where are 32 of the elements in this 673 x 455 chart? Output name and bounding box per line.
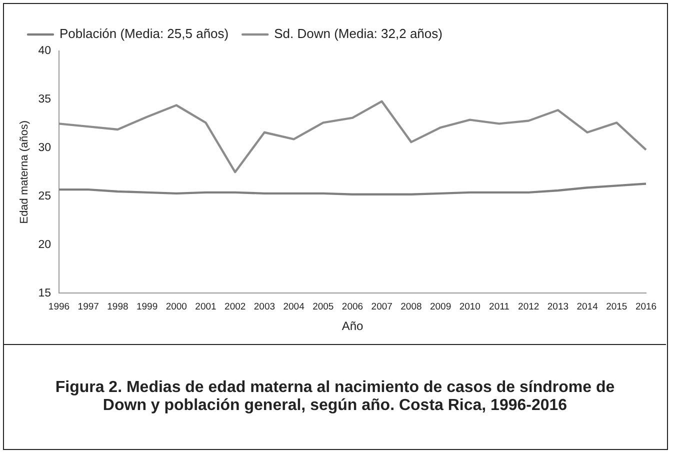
x-axis-title: Año	[342, 319, 364, 334]
x-tick-label: 2005	[312, 302, 334, 313]
x-tick-label: 2015	[606, 302, 628, 313]
x-tick-label: 1998	[107, 302, 128, 313]
x-tick-label: 2010	[459, 302, 480, 313]
x-tick-label: 2006	[342, 302, 364, 313]
x-tick-label: 2007	[371, 302, 392, 313]
legend-label: Población (Media: 25,5 años)	[60, 26, 229, 42]
x-tick-label: 2009	[430, 302, 452, 313]
legend-label: Sd. Down (Media: 32,2 años)	[274, 26, 442, 42]
y-tick-label: 30	[38, 142, 51, 154]
x-tick-label: 1999	[136, 302, 158, 313]
x-tick-label: 2000	[166, 302, 187, 313]
x-tick-label: 1997	[78, 302, 99, 313]
text: Figura 2. Medias de edad materna al nacimiento de casos de síndrome de Down y población general, según año. Costa Rica, 1996-2016	[4, 344, 666, 449]
x-tick-label: 2003	[254, 302, 276, 313]
y-tick-label: 35	[38, 94, 51, 106]
x-tick-label: 1996	[48, 302, 70, 313]
y-tick-label: 20	[38, 238, 51, 251]
y-axis-title: Edad materna (años)	[18, 120, 31, 224]
x-tick-label: 2008	[400, 302, 422, 313]
x-tick-label: 2004	[283, 302, 304, 313]
y-tick-label: 40	[38, 45, 51, 58]
x-tick-label: 2002	[224, 302, 246, 313]
x-tick-label: 2012	[518, 302, 540, 313]
x-tick-label: 2011	[489, 302, 510, 313]
x-tick-label: 2014	[576, 302, 598, 313]
y-tick-label: 25	[38, 190, 51, 202]
x-tick-label: 2013	[547, 302, 569, 313]
x-tick-label: 2016	[635, 302, 657, 313]
y-tick-label: 15	[38, 287, 51, 300]
x-tick-label: 2001	[195, 302, 216, 313]
